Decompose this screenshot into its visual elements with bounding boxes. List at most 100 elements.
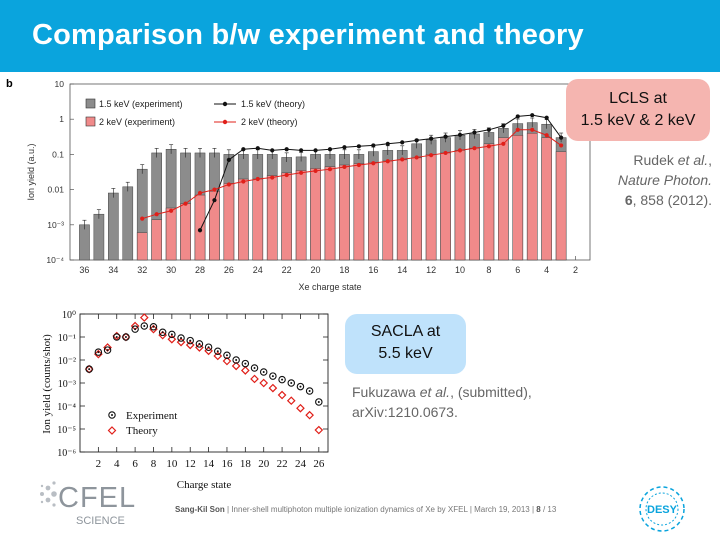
point-2kev-theory bbox=[400, 157, 405, 162]
experiment-point-center bbox=[106, 349, 109, 352]
point-2kev-theory bbox=[443, 150, 448, 156]
legend-marker-experiment bbox=[108, 411, 116, 419]
x-axis-label: Charge state bbox=[177, 479, 232, 491]
bar-2kev-experiment bbox=[555, 151, 567, 261]
lcls-chart: 10 1 0.1 0.01 10⁻³ 10⁻⁴ 36 34 32 30 28 26 24 22 20 18 1… bbox=[14, 76, 594, 303]
experiment-point bbox=[214, 347, 222, 356]
theory-point bbox=[250, 374, 259, 384]
bar-2kev-experiment bbox=[469, 147, 480, 261]
experiment-point-center bbox=[281, 378, 284, 381]
point-2kev-theory bbox=[515, 127, 520, 132]
x-tick-label: 16 bbox=[221, 458, 233, 470]
point-1p5kev-theory bbox=[270, 148, 275, 153]
theory-point bbox=[268, 383, 278, 393]
bar-2kev-experiment bbox=[252, 178, 264, 261]
citation-arxiv: arXiv:1210.0673. bbox=[352, 404, 458, 420]
legend-label-th2: 2 keV (theory) bbox=[241, 117, 298, 127]
point-2kev-theory bbox=[226, 182, 231, 187]
bar-2kev-experiment bbox=[194, 194, 206, 261]
x-tick-label: 20 bbox=[311, 265, 321, 275]
point-1p5kev-theory bbox=[530, 113, 535, 118]
point-2kev-theory bbox=[313, 168, 318, 173]
point-2kev-theory bbox=[270, 175, 275, 180]
experiment-point bbox=[131, 325, 139, 333]
lcls-callout-line2: 1.5 keV & 2 keV bbox=[580, 112, 696, 129]
point-2kev-theory bbox=[486, 144, 491, 149]
x-tick-label: 16 bbox=[368, 265, 378, 275]
point-2kev-theory bbox=[530, 127, 535, 132]
theory-point bbox=[305, 410, 314, 420]
x-tick-label: 6 bbox=[515, 265, 520, 275]
point-1p5kev-theory bbox=[486, 127, 491, 132]
legend: 1.5 keV (experiment) 2 keV (experiment) … bbox=[85, 98, 305, 127]
point-2kev-theory bbox=[255, 176, 260, 182]
point-2kev-theory bbox=[154, 212, 159, 217]
experiment-point-center bbox=[262, 371, 265, 374]
x-tick-label: 26 bbox=[224, 265, 234, 275]
x-tick-label: 4 bbox=[544, 265, 549, 275]
point-2kev-theory bbox=[299, 170, 304, 175]
point-2kev-theory bbox=[371, 161, 376, 166]
bar-2kev-experiment bbox=[425, 154, 437, 261]
point-1p5kev-theory bbox=[313, 148, 318, 153]
y-tick-label: 10⁻² bbox=[58, 356, 76, 367]
y-tick-label: 10⁻⁶ bbox=[57, 448, 76, 459]
theory-point bbox=[286, 396, 296, 406]
bar-2kev-experiment bbox=[396, 159, 408, 261]
line-1p5kev-theory bbox=[199, 114, 562, 231]
x-tick-label: 8 bbox=[486, 265, 491, 275]
footer-total: / 13 bbox=[542, 505, 557, 514]
experiment-point-center bbox=[216, 350, 219, 353]
experiment-point bbox=[168, 330, 176, 339]
bar-2kev-experiment bbox=[180, 203, 191, 261]
x-tick-label: 10 bbox=[166, 458, 178, 470]
bar-2kev-experiment bbox=[266, 175, 278, 261]
theory-point bbox=[222, 356, 232, 366]
citation-volume: 6 bbox=[624, 192, 633, 208]
footer: Sang-Kil Son | Inner-shell multiphoton m… bbox=[175, 505, 557, 514]
point-1p5kev-theory bbox=[559, 135, 564, 140]
point-2kev-theory bbox=[414, 155, 419, 160]
experiment-point-center bbox=[198, 342, 201, 345]
bar-2kev-experiment bbox=[541, 137, 552, 261]
experiment-point-center bbox=[299, 385, 302, 388]
cfel-logo-text: CFEL bbox=[58, 482, 136, 514]
bar-2kev-experiment bbox=[440, 152, 451, 261]
point-2kev-theory bbox=[212, 187, 217, 192]
x-tick-label: 36 bbox=[79, 265, 89, 275]
x-tick-label: 28 bbox=[195, 265, 205, 275]
point-2kev-theory bbox=[559, 143, 564, 148]
bar-2kev-experiment bbox=[151, 219, 162, 261]
experiment-point-center bbox=[308, 389, 311, 392]
bar-1p5kev-experiment bbox=[122, 186, 134, 261]
experiment-point-center bbox=[244, 362, 247, 365]
x-tick-label: 26 bbox=[313, 458, 325, 470]
legend-label-th15: 1.5 keV (theory) bbox=[241, 99, 305, 109]
experiment-point-center bbox=[271, 375, 274, 378]
experiment-point bbox=[103, 346, 112, 354]
desy-logo-text: DESY bbox=[647, 504, 678, 516]
point-1p5kev-theory bbox=[299, 148, 304, 153]
x-tick-label: 10 bbox=[455, 265, 465, 275]
legend-label-exp15: 1.5 keV (experiment) bbox=[99, 99, 183, 109]
citation-journal: Nature Photon. bbox=[617, 172, 712, 188]
experiment-point bbox=[85, 365, 93, 373]
point-1p5kev-theory bbox=[429, 136, 434, 141]
x-tick-label: 2 bbox=[573, 265, 578, 275]
point-1p5kev-theory bbox=[226, 157, 231, 162]
citation-fukuzawa: Fukuzawa et al., (submitted), arXiv:1210… bbox=[352, 382, 582, 422]
experiment-point-center bbox=[189, 339, 192, 342]
legend-label-theory: Theory bbox=[126, 425, 158, 437]
y-tick-label: 10⁻³ bbox=[58, 379, 76, 390]
experiment-point-center bbox=[152, 325, 155, 328]
x-tick-label: 22 bbox=[282, 265, 292, 275]
bar-2kev-experiment bbox=[223, 183, 235, 261]
sacla-callout-line1: SACLA at bbox=[370, 323, 441, 340]
lcls-callout: LCLS at 1.5 keV & 2 keV bbox=[566, 79, 710, 141]
y-tick-label: 10⁻⁵ bbox=[57, 425, 76, 436]
legend-marker-theory bbox=[107, 426, 117, 435]
point-2kev-theory bbox=[472, 146, 477, 151]
theory-point bbox=[149, 324, 158, 334]
experiment-point bbox=[94, 348, 103, 356]
